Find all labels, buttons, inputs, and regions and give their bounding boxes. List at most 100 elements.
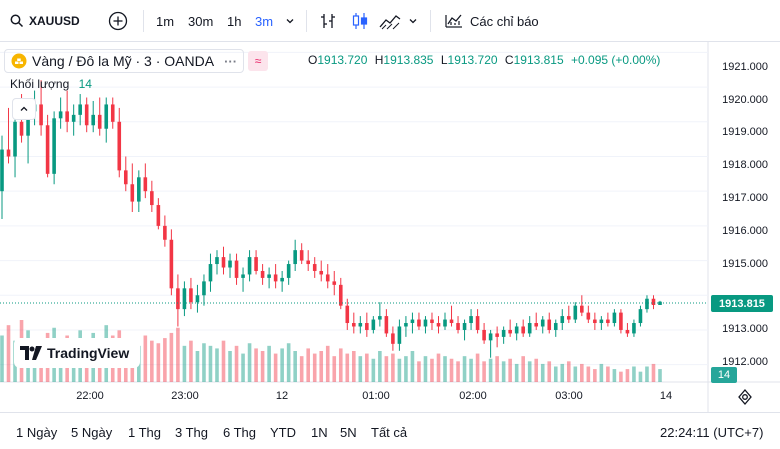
- range-6m[interactable]: 6 Thg: [223, 425, 257, 440]
- volume-bar: [371, 358, 376, 382]
- price-tick: 1915.000: [722, 258, 768, 270]
- interval-30m[interactable]: 30m: [188, 0, 213, 42]
- price-tick: 1919.000: [722, 126, 768, 138]
- candle-body: [6, 149, 11, 157]
- symbol-label: XAUUSD: [29, 14, 80, 28]
- range-1m[interactable]: 1 Thg: [128, 425, 162, 440]
- time-tick: 02:00: [459, 390, 487, 402]
- area-chart-type-button[interactable]: [378, 0, 402, 42]
- interval-label: 1h: [227, 13, 242, 29]
- bar-chart-type-button[interactable]: [318, 0, 338, 42]
- candle-body: [423, 319, 428, 327]
- compare-badge[interactable]: ≈: [248, 51, 269, 71]
- range-all[interactable]: Tất cả: [371, 425, 408, 440]
- candle-body: [645, 298, 649, 310]
- time-tick: 23:00: [171, 390, 199, 402]
- price-chart[interactable]: [0, 0, 780, 412]
- candle-body: [91, 114, 96, 126]
- candle-body: [619, 312, 623, 330]
- symbol-title-pill[interactable]: Vàng / Đô la Mỹ · 3 · OANDA ···: [4, 49, 245, 73]
- volume-bar: [410, 351, 415, 382]
- interval-1m[interactable]: 1m: [156, 0, 174, 42]
- candle-body: [52, 118, 56, 174]
- volume-bar: [580, 363, 584, 382]
- interval-1h[interactable]: 1h: [227, 0, 241, 42]
- price-tick: 1913.000: [722, 323, 768, 335]
- candle-body: [293, 250, 297, 265]
- candle-body: [521, 326, 525, 334]
- volume-bar: [599, 363, 604, 382]
- gear-icon: [738, 389, 752, 405]
- change-value: +0.095 (+0.00%): [571, 53, 661, 67]
- candle-body: [202, 281, 206, 296]
- collapse-legend-button[interactable]: [12, 98, 36, 120]
- interval-3m[interactable]: 3m: [255, 0, 273, 42]
- volume-bar: [417, 361, 421, 382]
- candle-body: [397, 326, 402, 344]
- volume-bar: [273, 353, 278, 382]
- candle-body: [299, 250, 304, 261]
- candle-body: [495, 333, 499, 337]
- price-tick: 1917.000: [722, 192, 768, 204]
- volume-bar: [501, 361, 506, 382]
- time-tick: 12: [275, 390, 289, 402]
- volume-label: Khối lượng: [10, 77, 70, 91]
- volume-bar: [423, 356, 428, 382]
- range-1d[interactable]: 1 Ngày: [16, 425, 58, 440]
- range-5y[interactable]: 5N: [340, 425, 357, 440]
- volume-bar: [0, 335, 4, 382]
- candle-body: [384, 316, 389, 334]
- volume-bar: [195, 351, 200, 382]
- candles-icon: [352, 13, 368, 29]
- range-3m[interactable]: 3 Thg: [175, 425, 209, 440]
- tradingview-logo[interactable]: TradingView: [14, 338, 140, 368]
- candle-body: [573, 305, 578, 320]
- symbol-search[interactable]: XAUUSD: [10, 0, 80, 42]
- interval-dropdown[interactable]: [285, 0, 295, 42]
- chart-type-dropdown[interactable]: [408, 0, 418, 42]
- ohlc-readout: O1913.720 H1913.835 L1913.720 C1913.815 …: [308, 53, 660, 67]
- volume-bar: [658, 369, 662, 382]
- candle-body: [234, 260, 239, 278]
- candle-body: [508, 329, 512, 334]
- range-1y[interactable]: 1N: [311, 425, 328, 440]
- volume-bar: [150, 340, 154, 382]
- volume-bar: [260, 351, 265, 382]
- compare-add-button[interactable]: [108, 0, 128, 42]
- candle-body: [566, 316, 571, 320]
- volume-bar: [638, 371, 643, 382]
- volume-bar: [619, 371, 623, 382]
- indicators-button[interactable]: Các chỉ báo: [444, 0, 539, 42]
- volume-bar: [208, 345, 213, 382]
- candle-body: [456, 323, 460, 330]
- candle-chart-type-button[interactable]: [350, 0, 370, 42]
- candle-body: [0, 149, 4, 192]
- volume-bar: [540, 363, 545, 382]
- price-tick: 1912.000: [722, 356, 768, 368]
- candle-body: [325, 274, 330, 282]
- candle-body: [143, 177, 148, 192]
- volume-bar: [247, 343, 252, 382]
- settings-button[interactable]: [737, 389, 755, 407]
- more-icon[interactable]: ···: [224, 53, 238, 69]
- volume-bar: [241, 353, 245, 382]
- candle-body: [39, 104, 43, 126]
- volume-bar: [560, 363, 565, 382]
- clock-timezone[interactable]: 22:24:11 (UTC+7): [660, 425, 764, 440]
- candle-body: [215, 257, 219, 265]
- time-tick: 22:00: [76, 390, 104, 402]
- volume-bar: [202, 343, 206, 382]
- volume-bar: [462, 356, 467, 382]
- candle-body: [26, 111, 30, 136]
- range-ytd[interactable]: YTD: [270, 425, 296, 440]
- current-volume-tag: 14: [711, 367, 737, 383]
- bottom-toolbar: 1 Ngày 5 Ngày 1 Thg 3 Thg 6 Thg YTD 1N 5…: [0, 412, 780, 449]
- candle-body: [247, 257, 252, 275]
- candle-body: [345, 305, 350, 324]
- candle-body: [527, 323, 532, 334]
- volume-bar: [286, 343, 291, 382]
- range-5d[interactable]: 5 Ngày: [71, 425, 113, 440]
- volume-legend: Khối lượng 14: [10, 77, 92, 91]
- candle-body: [241, 274, 245, 278]
- price-tick: 1918.000: [722, 159, 768, 171]
